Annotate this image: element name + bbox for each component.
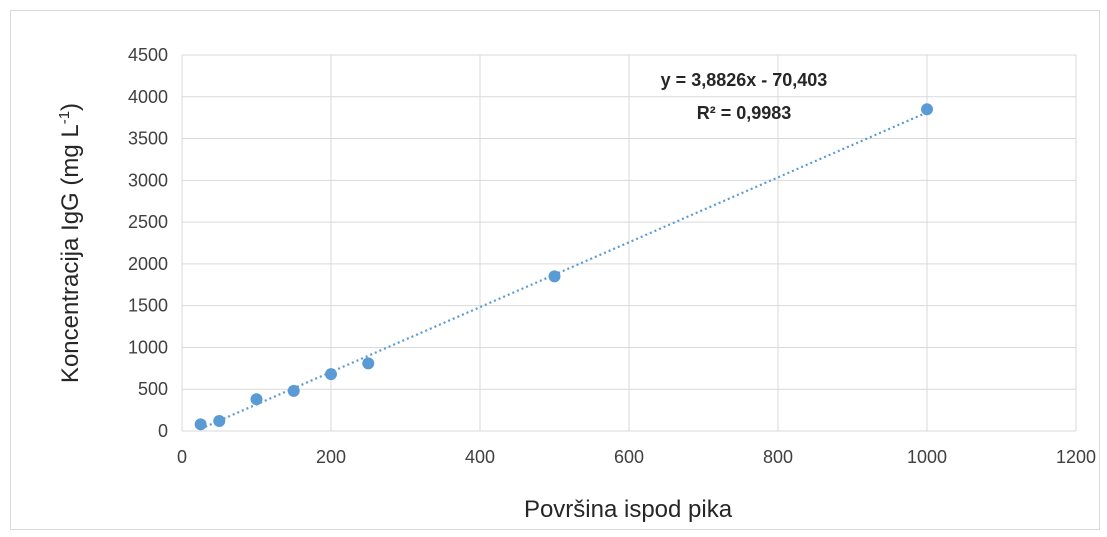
x-tick-label: 600 (614, 447, 644, 467)
x-tick-label: 800 (763, 447, 793, 467)
x-tick-label: 400 (465, 447, 495, 467)
trendline-group (200, 111, 928, 430)
data-point (362, 357, 375, 370)
y-axis-title-sup: -1 (56, 111, 73, 124)
x-tick-label: 1000 (907, 447, 947, 467)
y-tick-label: 2000 (128, 254, 168, 274)
y-tick-label: 3000 (128, 170, 168, 190)
y-tick-label: 0 (158, 421, 168, 441)
y-axis-title: Koncentracija IgG (mg L-1) (56, 103, 84, 383)
data-point (213, 414, 226, 427)
trendline-r-squared: R² = 0,9983 (697, 103, 792, 123)
y-axis-title-close: ) (57, 103, 84, 111)
data-point (325, 368, 337, 381)
y-tick-label: 1000 (128, 337, 168, 357)
y-tick-label: 3500 (128, 129, 168, 149)
x-tick-label: 1200 (1056, 447, 1096, 467)
x-tick-label: 0 (177, 447, 187, 467)
gridlines (181, 54, 1077, 432)
y-tick-label: 2500 (128, 212, 168, 232)
data-point (194, 418, 207, 431)
y-tick-label: 500 (138, 379, 168, 399)
y-tick-label: 4000 (128, 87, 168, 107)
data-point (250, 393, 263, 406)
data-points (194, 103, 933, 431)
trendline-equation: y = 3,8826x - 70,403 (661, 70, 828, 90)
x-axis-ticks: 0 200 400 600 800 1000 1200 (177, 447, 1096, 467)
data-point (287, 384, 300, 397)
data-point (548, 270, 561, 283)
x-axis-title: Površina ispod pika (524, 496, 733, 523)
y-axis-ticks: 0 500 1000 1500 2000 2500 3000 3500 4000 4500 (128, 45, 168, 441)
y-tick-label: 4500 (128, 45, 168, 65)
data-point (921, 103, 933, 116)
y-axis-title-main: Koncentracija IgG (mg L (57, 124, 84, 383)
y-tick-label: 1500 (128, 296, 168, 316)
x-tick-label: 200 (316, 447, 346, 467)
trendline (200, 111, 928, 430)
